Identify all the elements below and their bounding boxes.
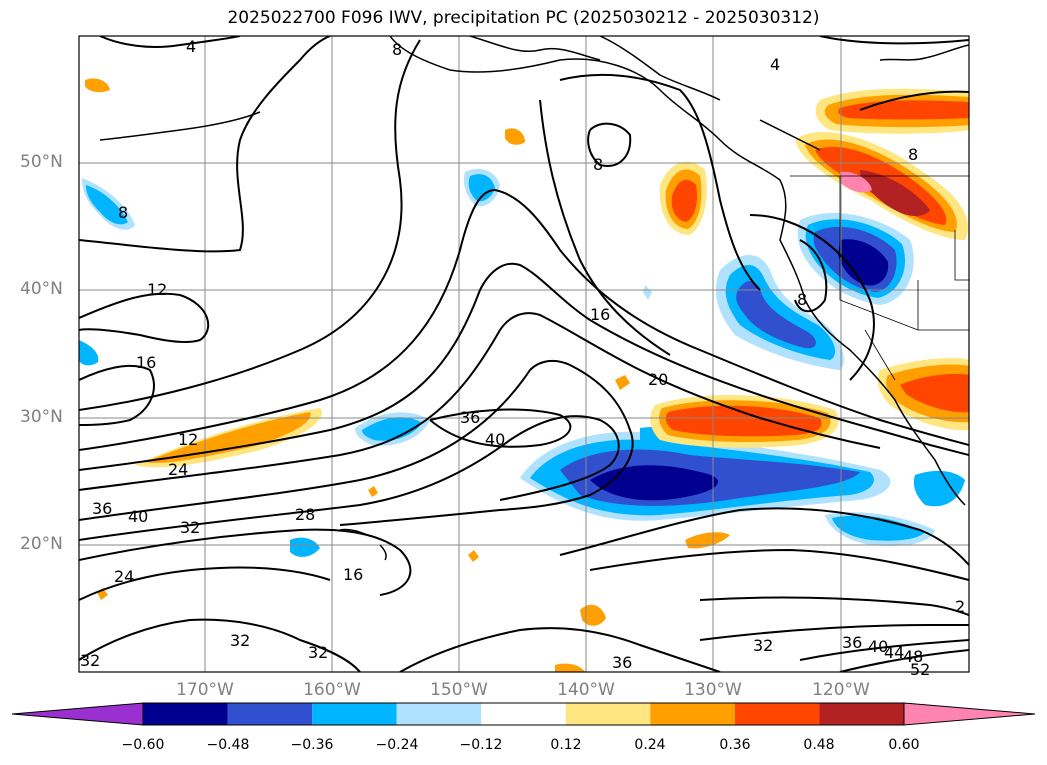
colorbar	[11, 702, 1036, 726]
colorbar-tick-label: −0.36	[290, 737, 334, 753]
lon-label-160w: 160°W	[303, 680, 361, 700]
contour-label: 20	[648, 370, 668, 389]
contour-label: 8	[797, 290, 807, 309]
contour-label: 44	[884, 643, 904, 662]
lat-label-40n: 40°N	[20, 279, 63, 299]
colorbar-extend-high	[903, 702, 1036, 726]
colorbar-cell	[650, 703, 735, 725]
contour-label: 32	[180, 518, 200, 537]
positive-anomaly-areas	[85, 78, 969, 672]
contour-label: 8	[118, 203, 128, 222]
colorbar-tick-label: 0.24	[634, 737, 666, 753]
colorbar-cell	[481, 703, 566, 725]
contour-label: 8	[593, 155, 603, 174]
contour-label-group: 4 8 8 8 8 8 12 12 16 16 20 24 24 28 32 3…	[80, 37, 965, 679]
contour-label: 4	[770, 55, 780, 74]
lat-label-50n: 50°N	[20, 152, 63, 172]
contour-label: 32	[753, 636, 773, 655]
contour-label: 12	[178, 430, 198, 449]
contour-label: 2	[955, 597, 965, 616]
lon-label-130w: 130°W	[684, 680, 742, 700]
map-title: 2025022700 F096 IWV, precipitation PC (2…	[227, 8, 820, 28]
colorbar-cell	[143, 703, 228, 725]
colorbar-tick-label: −0.12	[459, 737, 503, 753]
contour-label: 8	[908, 145, 918, 164]
contour-label: 24	[114, 567, 134, 586]
contour-label: 16	[136, 353, 156, 372]
colorbar-tick-label: −0.48	[206, 737, 250, 753]
contour-label: 8	[392, 40, 402, 59]
contour-label: 36	[842, 633, 862, 652]
colorbar-cells	[142, 702, 905, 726]
contour-label: 40	[485, 430, 505, 449]
lat-label-20n: 20°N	[20, 534, 63, 554]
contour-label: 32	[230, 631, 250, 650]
contour-label: 28	[295, 505, 315, 524]
lon-label-170w: 170°W	[176, 680, 234, 700]
lon-label-150w: 150°W	[430, 680, 488, 700]
lon-label-140w: 140°W	[557, 680, 615, 700]
colorbar-cell	[312, 703, 397, 725]
contour-label: 24	[168, 460, 188, 479]
contour-label: 16	[343, 565, 363, 584]
negative-anomaly-areas	[79, 168, 965, 557]
contour-label: 32	[80, 651, 100, 670]
colorbar-cell	[819, 703, 904, 725]
contour-label: 48	[903, 647, 923, 666]
colorbar-tick-label: 0.48	[803, 737, 835, 753]
contour-label: 32	[308, 643, 328, 662]
gridlines	[79, 36, 969, 672]
contour-label: 40	[128, 507, 148, 526]
contour-label: 12	[147, 280, 167, 299]
map-frame	[78, 35, 970, 673]
colorbar-cell	[565, 703, 651, 725]
colorbar-tick-label: 0.12	[550, 737, 582, 753]
contour-label: 36	[460, 408, 480, 427]
contour-label: 40	[868, 637, 888, 656]
coastlines	[99, 36, 969, 561]
colorbar-tick-label: −0.24	[375, 737, 419, 753]
iwv-contours	[79, 36, 969, 672]
colorbar-tick-label: −0.60	[121, 737, 165, 753]
political-borders	[790, 175, 969, 381]
lon-label-120w: 120°W	[812, 680, 870, 700]
contour-label: 36	[612, 653, 632, 672]
colorbar-tick-label: 0.36	[719, 737, 751, 753]
colorbar-cell	[734, 703, 820, 725]
contour-label: 16	[590, 305, 610, 324]
colorbar-tick-label: 0.60	[888, 737, 920, 753]
colorbar-cell	[396, 703, 482, 725]
colorbar-cell	[227, 703, 313, 725]
colorbar-extend-low	[11, 702, 144, 726]
contour-label: 4	[186, 37, 196, 56]
lat-label-30n: 30°N	[20, 407, 63, 427]
contour-label: 52	[910, 660, 930, 679]
contour-label: 36	[92, 499, 112, 518]
